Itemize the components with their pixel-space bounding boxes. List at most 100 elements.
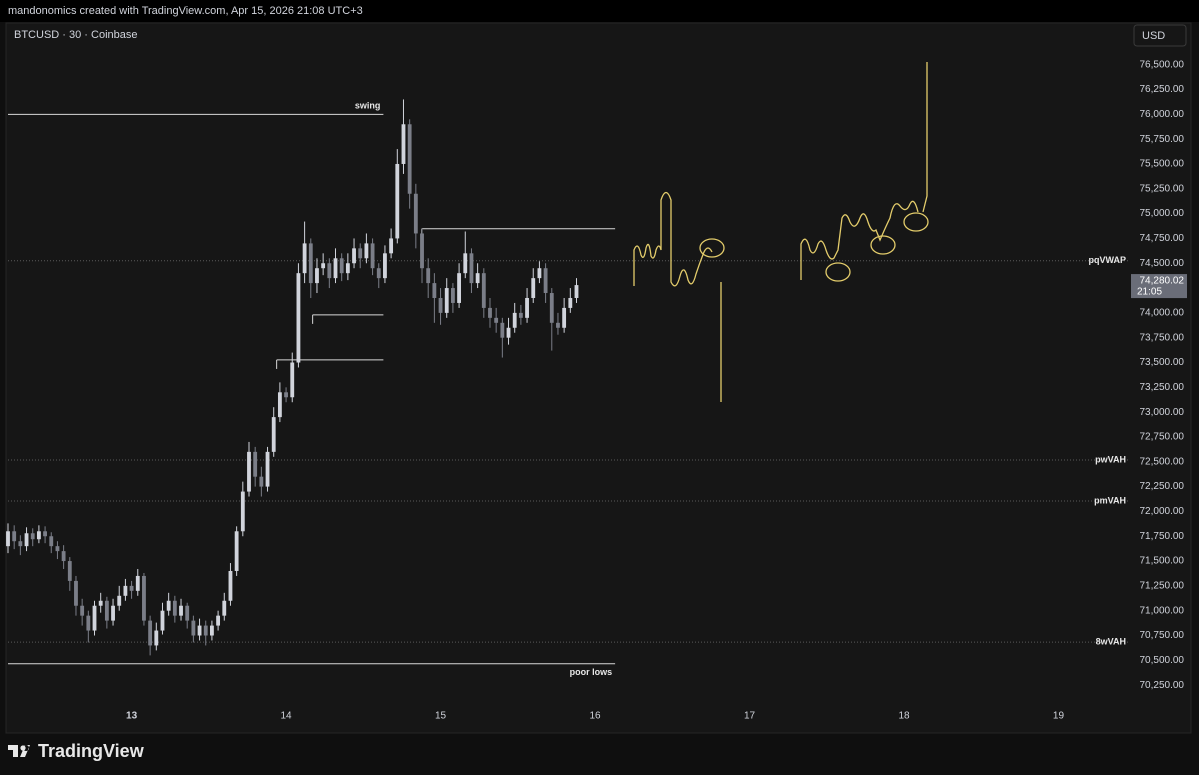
candle-body: [574, 285, 579, 298]
symbol-title: BTCUSD · 30 · Coinbase: [14, 29, 138, 41]
level-label: poor lows: [570, 667, 613, 677]
candle-body: [172, 600, 177, 616]
candle-body: [18, 541, 23, 547]
candle-body: [191, 620, 196, 636]
candle-body: [537, 268, 542, 279]
candle-body: [413, 193, 418, 234]
candle-body: [12, 531, 17, 542]
y-tick-label: 74,500.00: [1140, 258, 1185, 269]
candle-body: [315, 268, 319, 284]
candle-body: [401, 124, 406, 164]
x-tick-label: 14: [281, 711, 293, 722]
y-tick-label: 70,250.00: [1140, 680, 1185, 691]
scribble-circle: [825, 262, 851, 282]
candle-body: [420, 233, 424, 269]
candle-body: [284, 392, 288, 398]
y-tick-label: 73,250.00: [1140, 382, 1185, 393]
candle-body: [117, 595, 122, 606]
candle-body: [389, 238, 394, 254]
scribble: [922, 62, 928, 213]
candle-body: [444, 288, 449, 313]
candle-body: [512, 312, 517, 328]
candle-body: [43, 531, 47, 537]
currency[interactable]: USD: [1142, 30, 1165, 42]
x-tick-label: 15: [435, 711, 447, 722]
y-tick-label: 70,750.00: [1140, 630, 1185, 641]
candle-body: [185, 605, 190, 621]
currency-button[interactable]: [1133, 24, 1187, 47]
candle-body: [432, 283, 437, 298]
level-label: swing: [355, 101, 381, 111]
y-tick-label: 76,250.00: [1140, 84, 1185, 95]
candle-body: [67, 561, 72, 581]
candle-body: [383, 253, 387, 279]
brand-logo: TradingView: [8, 738, 144, 764]
x-tick-label: 18: [898, 711, 910, 722]
y-tick-label: 71,500.00: [1140, 556, 1185, 567]
candle-body: [197, 625, 202, 636]
candle-body: [142, 575, 146, 621]
y-tick-label: 72,250.00: [1140, 481, 1185, 492]
candle-body: [80, 605, 85, 616]
candle-body: [253, 451, 258, 477]
candle-body: [86, 615, 91, 631]
y-tick-label: 76,500.00: [1140, 59, 1185, 70]
candle-body: [339, 258, 344, 274]
candle-body: [450, 288, 455, 303]
y-tick-label: 75,750.00: [1140, 134, 1185, 145]
candle-body: [549, 293, 554, 323]
candle-body: [364, 243, 369, 259]
level-label: pqVWAP: [1089, 255, 1127, 265]
scribble-circle: [903, 212, 929, 232]
candle-body: [135, 575, 140, 591]
candle-body: [457, 273, 462, 303]
scribble-circle: [870, 235, 896, 255]
candle-body: [407, 124, 412, 194]
candle-body: [92, 605, 97, 631]
candle-body: [160, 610, 165, 631]
candle-body: [74, 580, 78, 606]
candle-body: [438, 297, 443, 313]
candle-body: [228, 570, 233, 601]
x-tick-label: 16: [589, 711, 601, 722]
candle-body: [500, 322, 505, 338]
y-tick-label: 72,500.00: [1140, 456, 1185, 467]
candle-body: [370, 243, 375, 269]
candle-body: [568, 297, 573, 308]
candle-body: [531, 278, 536, 298]
candle-body: [154, 630, 159, 646]
x-tick-label: 17: [744, 711, 756, 722]
x-tick-label: 13: [126, 711, 138, 722]
candle-body: [494, 317, 499, 323]
y-tick-label: 74,000.00: [1140, 308, 1185, 319]
candle-body: [203, 625, 208, 636]
candle-body: [36, 531, 41, 540]
y-tick-label: 71,250.00: [1140, 581, 1185, 592]
y-tick-label: 73,500.00: [1140, 357, 1185, 368]
candle-body: [506, 327, 511, 338]
scribble: [633, 191, 713, 287]
hand-drawings: [633, 62, 929, 402]
y-tick-label: 70,500.00: [1140, 655, 1185, 666]
candle-body: [426, 268, 431, 284]
credit-bar: mandonomics created with TradingView.com…: [0, 0, 1199, 22]
x-tick-label: 19: [1053, 711, 1065, 722]
candle-body: [469, 253, 474, 284]
y-tick-label: 72,750.00: [1140, 432, 1185, 443]
candle-body: [129, 585, 134, 591]
y-tick-label: 75,250.00: [1140, 183, 1185, 194]
candle-body: [525, 297, 529, 318]
candle-body: [148, 620, 153, 646]
candle-body: [358, 248, 363, 259]
scribble-circle: [699, 238, 725, 258]
candle-body: [277, 392, 282, 418]
credit: mandonomics created with TradingView.com…: [8, 5, 363, 17]
candle-body: [308, 243, 313, 284]
candle-body: [179, 605, 183, 616]
candle-body: [352, 248, 356, 264]
candle-body: [166, 600, 171, 611]
candle-body: [259, 476, 264, 487]
candle-body: [216, 615, 221, 626]
countdown: 21:05: [1137, 287, 1162, 298]
